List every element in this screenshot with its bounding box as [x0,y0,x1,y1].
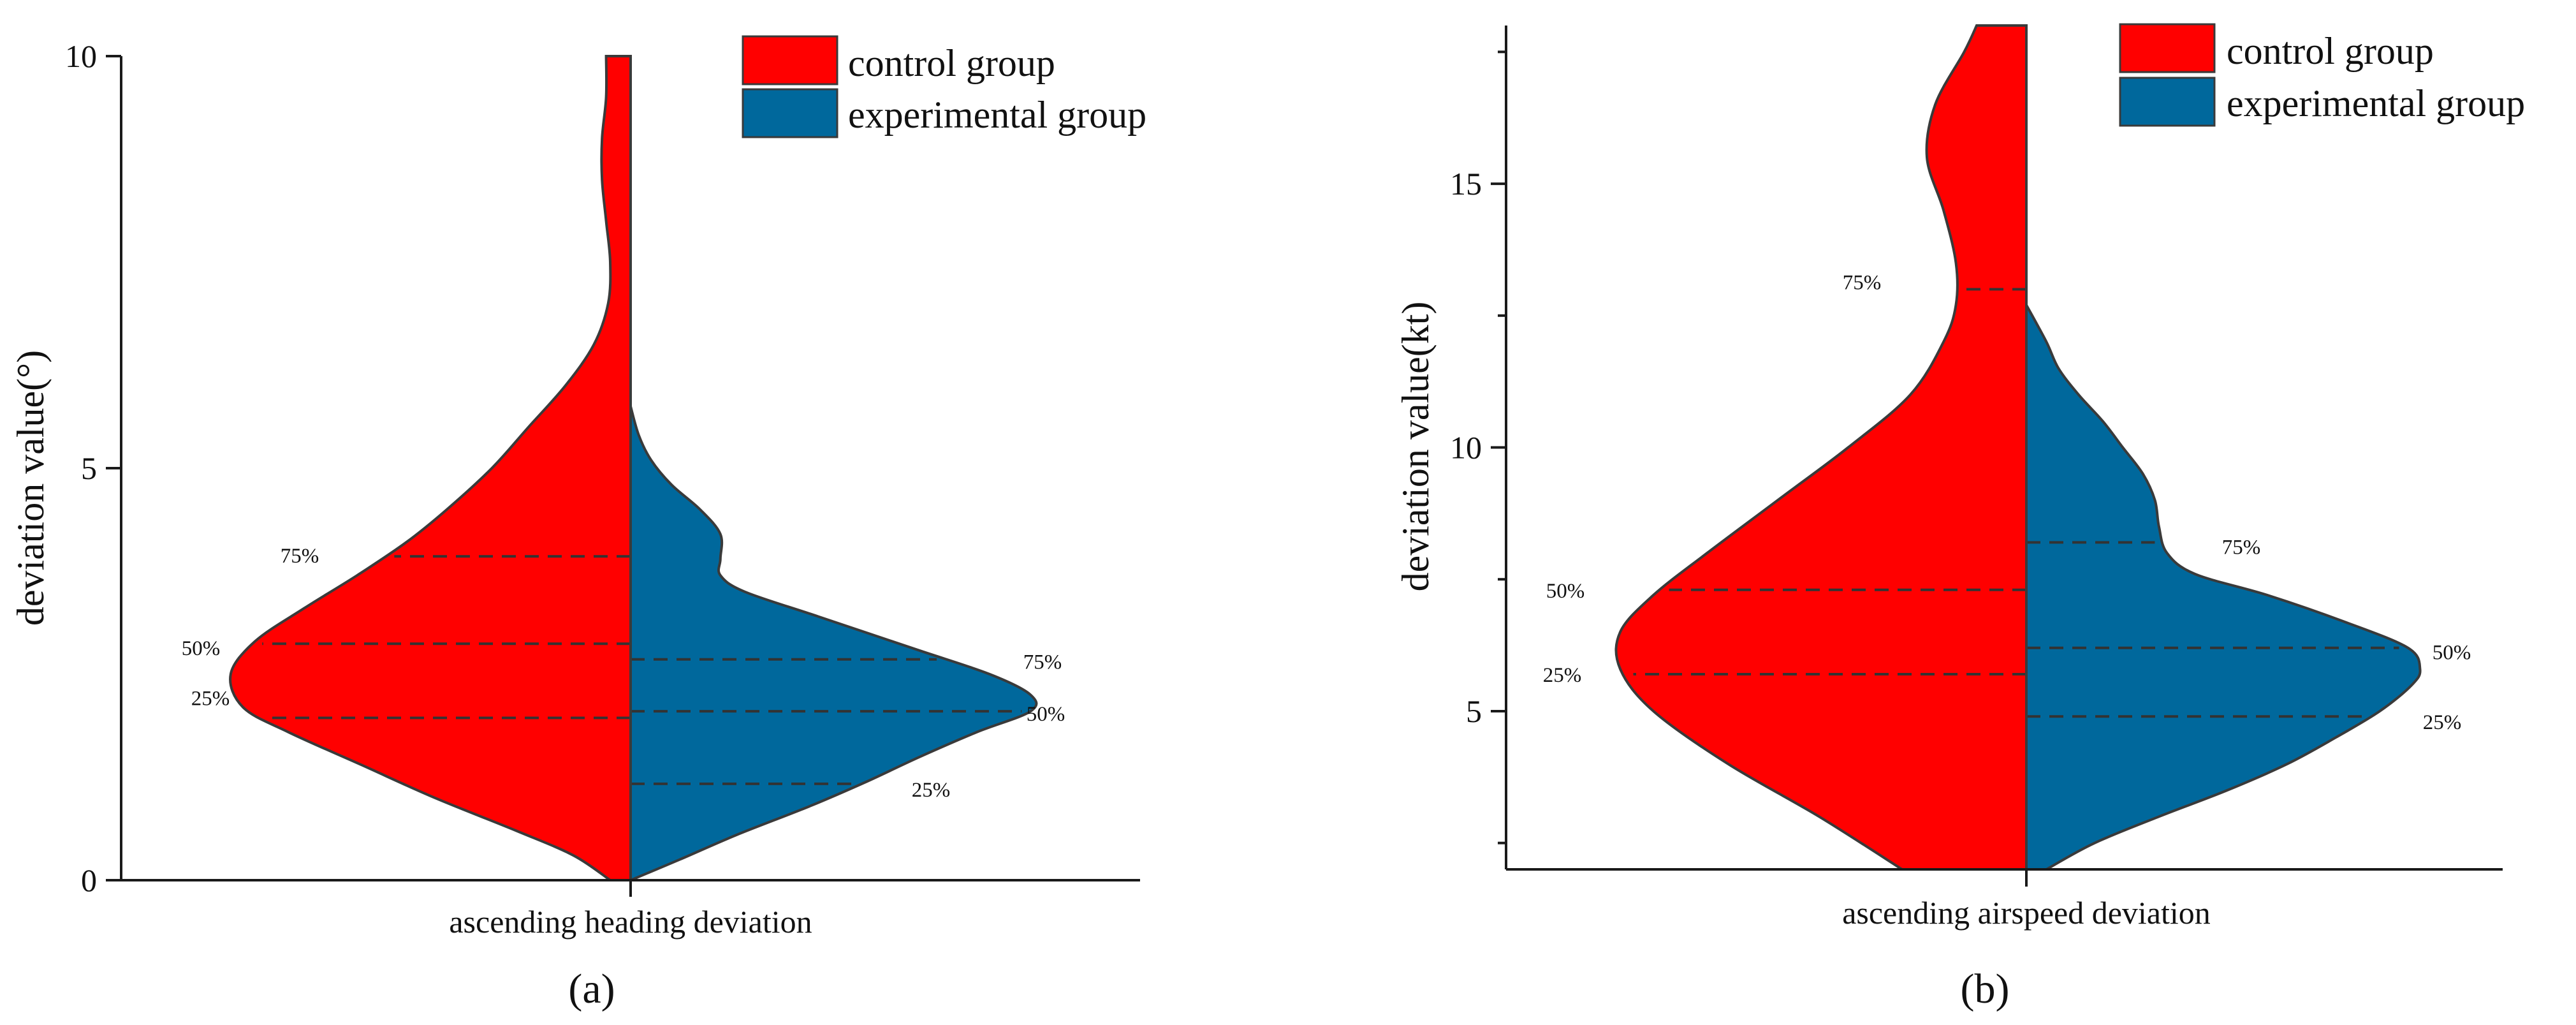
violin-half-control [229,55,632,881]
legend-swatch-experimental [742,88,838,138]
legend: control group experimental group [2119,23,2525,127]
quartile-label: 50% [1027,703,1065,726]
quartile-label: 50% [182,637,221,660]
y-ticks: 5 10 15 [1450,50,1506,844]
violin-half-control [1614,24,2028,871]
quartile-label: 50% [1546,580,1585,603]
quartile-label: 25% [2423,711,2462,734]
panel-label: (b) [1961,966,2010,1012]
quartile-label: 75% [1023,651,1062,674]
y-tick-label: 0 [81,862,97,898]
quartile-label: 75% [2222,536,2261,559]
y-tick-label: 10 [65,38,97,74]
panel-label: (a) [568,966,615,1012]
y-axis-title: deviation value(°) [10,350,52,626]
quartile-label: 25% [1543,664,1582,687]
legend-label-experimental: experimental group [2227,82,2525,124]
y-tick-label: 5 [1466,693,1482,729]
panel-a: 25% 50% 75% 25% 50% 75% 0 5 10 deviation value(… [10,35,1146,1012]
y-ticks: 0 5 10 [65,38,121,898]
y-axis-title: deviation value(kt) [1394,302,1437,592]
quartile-label: 75% [1843,271,1882,294]
quartile-label: 50% [2433,642,2471,665]
legend-swatch-control [742,35,838,85]
legend-label-experimental: experimental group [848,94,1146,136]
legend: control group experimental group [742,35,1146,138]
violin-half-experimental [2025,304,2422,871]
quartile-label: 75% [281,545,319,568]
panel-b: 25% 50% 75% 25% 50% 75% 5 10 15 deviation value… [1394,23,2525,1012]
y-tick-label: 10 [1450,430,1482,466]
violin-plot-area: 25% 50% 75% 25% 50% 75% [182,55,1065,883]
legend-swatch-experimental [2119,77,2216,127]
legend-label-control: control group [848,42,1055,84]
violin-plot-area: 25% 50% 75% 25% 50% 75% [1543,24,2471,871]
x-category-label: ascending airspeed deviation [1842,895,2211,931]
legend-label-control: control group [2227,30,2434,72]
violin-half-experimental [629,406,1038,883]
y-tick-label: 15 [1450,166,1482,202]
x-category-label: ascending heading deviation [449,904,812,940]
quartile-label: 25% [191,687,230,710]
legend-swatch-control [2119,23,2216,73]
y-tick-label: 5 [81,450,97,486]
quartile-label: 25% [912,779,951,802]
